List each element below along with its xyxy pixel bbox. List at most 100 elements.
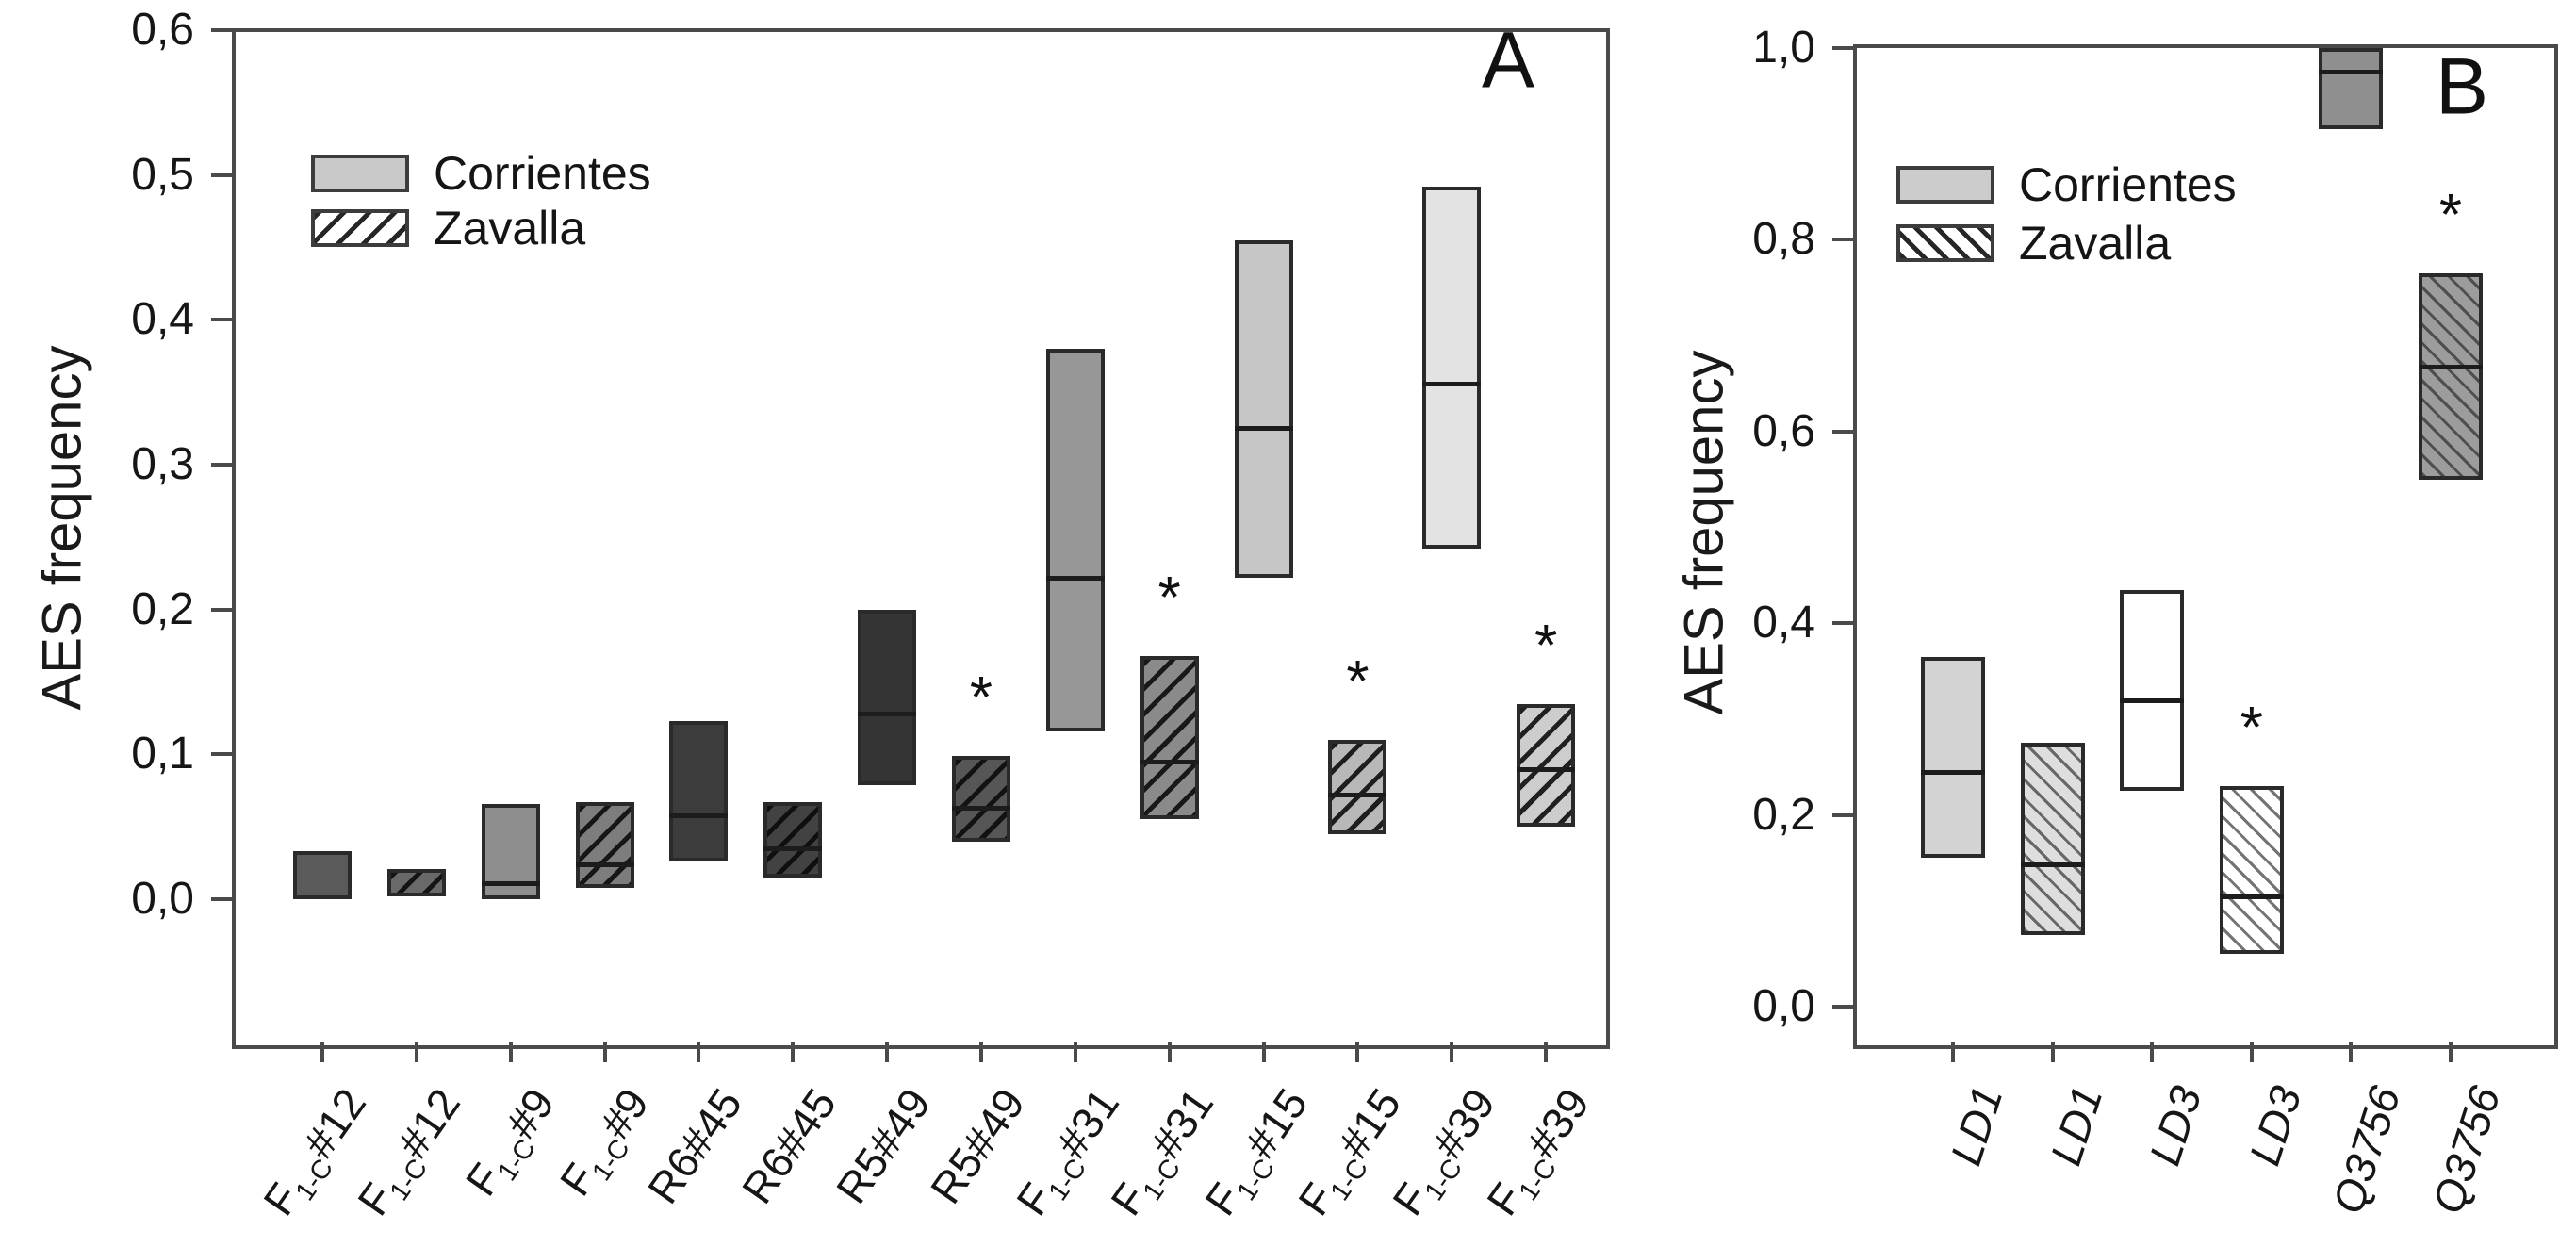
y-tick-label: 0,2 [1752,789,1815,840]
legend-label-corrientes: Corrientes [2019,158,2237,211]
y-tick [211,752,232,757]
x-tick [697,1042,701,1062]
x-tick-label: F1-C#9 [455,1079,564,1205]
x-tick [1355,1042,1360,1062]
median-line [2219,894,2284,900]
x-tick [978,1042,983,1062]
median-line [1921,769,1985,775]
y-tick-label: 0,4 [131,294,194,345]
box-plot-box [2419,272,2483,480]
box-plot-box [386,868,446,896]
x-tick [1951,1042,1955,1062]
median-line [1328,793,1387,798]
box-plot-box [2319,48,2384,130]
y-tick-label: 0,1 [131,729,194,779]
median-line [2020,862,2085,868]
y-tick [211,318,232,322]
x-tick-label: R6#45 [732,1079,846,1213]
median-line [575,862,634,868]
box-plot-box [1140,655,1199,820]
legend-label-corrientes: Corrientes [434,147,651,200]
y-tick-label: 0,8 [1752,214,1815,265]
y-tick [211,607,232,612]
median-line [763,846,823,852]
median-line [1140,759,1199,764]
box-plot-box [951,755,1010,842]
median-line [1234,426,1293,432]
box-plot-box [1921,656,1985,859]
panel-b-plot-frame [1853,44,2558,1049]
x-tick [508,1042,513,1062]
median-line [669,812,729,818]
x-tick [602,1042,607,1062]
box-plot-box [1517,703,1576,828]
y-tick [211,462,232,467]
significance-asterisk: * [2240,696,2263,762]
y-tick-label: 0,2 [131,583,194,634]
x-tick-label: R6#45 [638,1079,752,1213]
y-axis-title-panel-a: AES frequency [31,345,93,711]
y-tick-label: 0,6 [1752,405,1815,456]
median-line [2419,364,2483,369]
x-tick [2249,1042,2254,1062]
legend-row-corrientes-b: Corrientes [1896,158,2237,211]
x-tick [2150,1042,2155,1062]
box-plot-box [1422,186,1482,550]
median-line [858,712,917,717]
median-line [2319,70,2384,75]
significance-asterisk: * [1346,648,1370,714]
x-tick [1261,1042,1266,1062]
legend-row-corrientes-a: Corrientes [311,147,651,200]
x-tick-label: LD1 [1941,1080,2012,1172]
legend-swatch-zavalla-icon [1896,224,1994,262]
y-tick-label: 0,3 [131,438,194,489]
y-tick [211,27,232,32]
y-tick-label: 0,4 [1752,598,1815,648]
significance-asterisk: * [1534,613,1558,679]
x-tick [791,1042,796,1062]
x-tick [1073,1042,1077,1062]
median-line [1422,381,1482,386]
box-plot-box [763,802,823,878]
x-tick [1167,1042,1172,1062]
x-tick [320,1042,324,1062]
panel-label-a: A [1481,15,1535,105]
legend-swatch-corrientes-icon [1896,166,1994,204]
x-tick [2050,1042,2055,1062]
x-tick [2349,1042,2354,1062]
box-plot-box [2020,743,2085,935]
y-tick-label: 0,5 [131,149,194,200]
box-plot-box [2219,786,2284,955]
y-tick [1832,812,1853,817]
x-tick-label: R5#49 [826,1079,941,1213]
legend-swatch-zavalla-icon [311,209,409,247]
legend-label-zavalla: Zavalla [434,202,586,254]
y-tick-label: 0,0 [131,874,194,924]
box-plot-box [1234,239,1293,578]
y-tick [1832,429,1853,434]
legend-row-zavalla-b: Zavalla [1896,217,2171,270]
x-tick [1450,1042,1454,1062]
y-tick [1832,621,1853,626]
x-tick-label: Q3756 [2322,1080,2410,1220]
significance-asterisk: * [1157,565,1181,631]
x-tick-label: LD1 [2040,1080,2112,1172]
box-plot-box [858,609,917,785]
significance-asterisk: * [969,665,993,730]
x-tick [414,1042,418,1062]
median-line [1045,575,1105,581]
y-tick-label: 0,0 [1752,981,1815,1031]
y-tick-label: 0,6 [131,4,194,55]
box-plot-box [1328,739,1387,834]
median-line [951,806,1010,812]
y-tick [211,172,232,177]
x-tick [2449,1042,2453,1062]
box-plot-box [2120,589,2185,792]
x-tick-label: LD3 [2239,1080,2311,1172]
x-tick-label: LD3 [2140,1080,2211,1172]
x-tick [1544,1042,1549,1062]
y-tick-label: 1,0 [1752,23,1815,73]
y-tick [211,897,232,901]
median-line [1517,766,1576,772]
